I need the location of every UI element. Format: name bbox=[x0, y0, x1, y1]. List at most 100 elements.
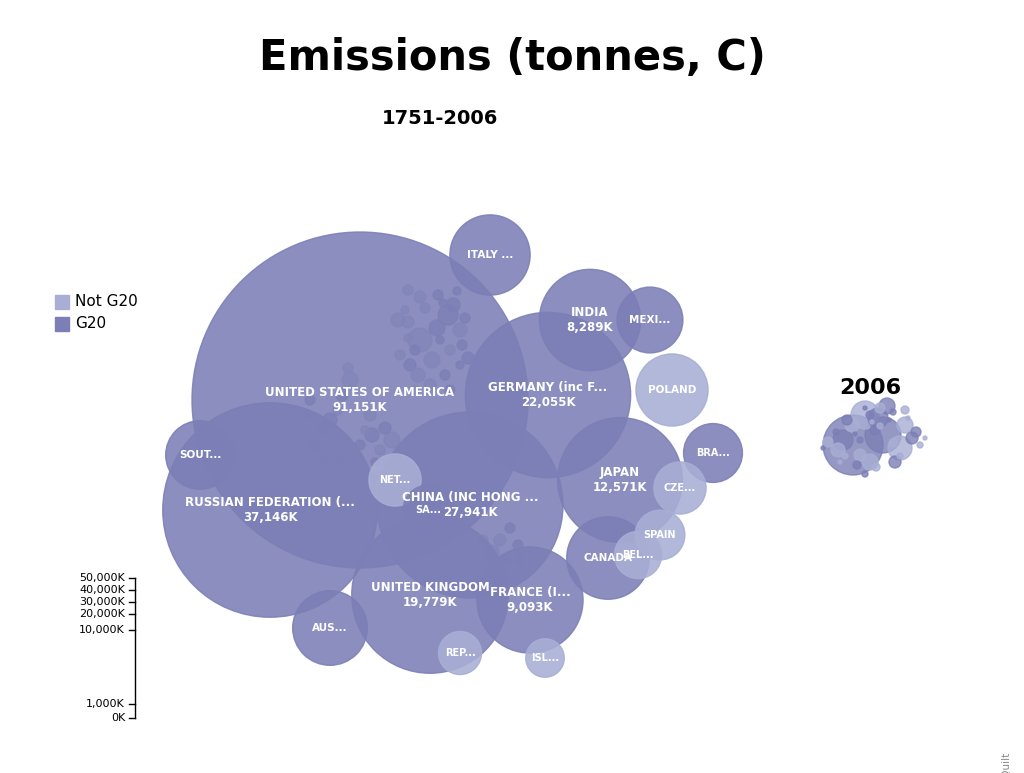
Circle shape bbox=[402, 316, 414, 328]
Text: UNITED STATES OF AMERICA
91,151K: UNITED STATES OF AMERICA 91,151K bbox=[265, 386, 455, 414]
Circle shape bbox=[411, 386, 419, 394]
Circle shape bbox=[614, 531, 662, 579]
Circle shape bbox=[323, 413, 337, 427]
Text: JAPAN
12,571K: JAPAN 12,571K bbox=[593, 466, 647, 494]
Circle shape bbox=[456, 361, 464, 369]
Text: Emissions (tonnes, C): Emissions (tonnes, C) bbox=[259, 37, 765, 79]
Circle shape bbox=[369, 454, 421, 506]
Circle shape bbox=[838, 460, 842, 464]
Circle shape bbox=[911, 427, 921, 437]
Circle shape bbox=[377, 412, 563, 598]
Text: REP...: REP... bbox=[444, 648, 475, 658]
Circle shape bbox=[854, 449, 866, 461]
Circle shape bbox=[414, 291, 426, 303]
Text: © CarbonQuilt: © CarbonQuilt bbox=[1002, 753, 1012, 773]
Circle shape bbox=[823, 415, 883, 475]
Circle shape bbox=[494, 534, 506, 546]
Circle shape bbox=[361, 426, 369, 434]
Circle shape bbox=[333, 405, 343, 415]
Circle shape bbox=[865, 417, 901, 453]
Circle shape bbox=[485, 545, 499, 559]
Circle shape bbox=[440, 370, 450, 380]
Text: SA...: SA... bbox=[415, 505, 441, 515]
Circle shape bbox=[439, 299, 447, 307]
Circle shape bbox=[424, 352, 440, 368]
Text: 2006: 2006 bbox=[839, 378, 901, 398]
Circle shape bbox=[305, 395, 315, 405]
Text: BRA...: BRA... bbox=[696, 448, 730, 458]
Text: UNITED KINGDOM
19,779K: UNITED KINGDOM 19,779K bbox=[371, 581, 489, 609]
Circle shape bbox=[845, 418, 859, 432]
Circle shape bbox=[462, 352, 474, 364]
Circle shape bbox=[403, 485, 453, 535]
Text: BEL...: BEL... bbox=[623, 550, 653, 560]
Text: 1,000K: 1,000K bbox=[86, 699, 125, 709]
Text: CZE...: CZE... bbox=[664, 483, 696, 493]
Circle shape bbox=[293, 591, 368, 666]
Circle shape bbox=[465, 312, 631, 478]
Circle shape bbox=[636, 354, 708, 426]
Text: INDIA
8,289K: INDIA 8,289K bbox=[566, 306, 613, 334]
Circle shape bbox=[450, 215, 530, 295]
Circle shape bbox=[879, 398, 895, 414]
Circle shape bbox=[408, 328, 432, 352]
Circle shape bbox=[446, 298, 460, 312]
Circle shape bbox=[395, 350, 406, 360]
Circle shape bbox=[335, 455, 345, 465]
Text: ISL...: ISL... bbox=[530, 653, 559, 663]
Circle shape bbox=[862, 471, 868, 477]
Circle shape bbox=[378, 471, 386, 479]
Text: POLAND: POLAND bbox=[648, 385, 696, 395]
Circle shape bbox=[384, 432, 400, 448]
Circle shape bbox=[862, 454, 878, 470]
Circle shape bbox=[411, 368, 425, 382]
Circle shape bbox=[404, 359, 416, 371]
Circle shape bbox=[420, 303, 430, 313]
Circle shape bbox=[863, 406, 867, 410]
Circle shape bbox=[403, 285, 413, 295]
Circle shape bbox=[321, 456, 329, 464]
Circle shape bbox=[351, 516, 508, 673]
Text: 50,000K: 50,000K bbox=[79, 573, 125, 583]
Circle shape bbox=[478, 535, 488, 545]
Circle shape bbox=[851, 401, 879, 429]
Circle shape bbox=[874, 403, 885, 413]
Text: GERMANY (inc F...
22,055K: GERMANY (inc F... 22,055K bbox=[488, 381, 607, 409]
Circle shape bbox=[870, 425, 880, 435]
Text: ITALY ...: ITALY ... bbox=[467, 250, 513, 260]
Circle shape bbox=[635, 510, 685, 560]
Circle shape bbox=[889, 439, 897, 447]
Text: AUS...: AUS... bbox=[312, 623, 348, 633]
Text: SPAIN: SPAIN bbox=[644, 530, 676, 540]
Circle shape bbox=[831, 443, 845, 457]
Circle shape bbox=[193, 232, 528, 568]
Circle shape bbox=[654, 462, 707, 514]
Circle shape bbox=[383, 455, 393, 465]
Circle shape bbox=[890, 409, 896, 415]
Circle shape bbox=[460, 313, 470, 323]
Circle shape bbox=[389, 464, 401, 476]
Circle shape bbox=[391, 313, 406, 327]
Circle shape bbox=[379, 422, 391, 434]
Circle shape bbox=[401, 306, 409, 314]
Circle shape bbox=[918, 442, 923, 448]
Text: G20: G20 bbox=[75, 316, 106, 332]
Circle shape bbox=[897, 417, 913, 433]
Circle shape bbox=[923, 436, 927, 440]
Circle shape bbox=[342, 372, 358, 388]
Circle shape bbox=[617, 287, 683, 353]
Text: FRANCE (I...
9,093K: FRANCE (I... 9,093K bbox=[489, 586, 570, 614]
Circle shape bbox=[889, 456, 901, 468]
Circle shape bbox=[445, 345, 455, 355]
Circle shape bbox=[436, 336, 444, 344]
Circle shape bbox=[343, 363, 353, 373]
Circle shape bbox=[438, 305, 458, 325]
Circle shape bbox=[833, 430, 853, 450]
Circle shape bbox=[364, 409, 376, 421]
Text: 40,000K: 40,000K bbox=[79, 585, 125, 595]
Circle shape bbox=[477, 547, 583, 653]
Circle shape bbox=[821, 446, 825, 450]
Circle shape bbox=[375, 445, 385, 455]
Circle shape bbox=[371, 458, 379, 466]
Circle shape bbox=[453, 323, 467, 337]
